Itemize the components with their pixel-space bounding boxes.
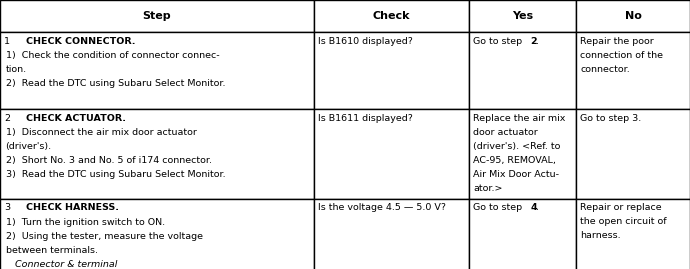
Text: Repair or replace: Repair or replace [580,203,662,212]
Text: 1)  Disconnect the air mix door actuator: 1) Disconnect the air mix door actuator [6,128,197,137]
Text: CHECK HARNESS.: CHECK HARNESS. [26,203,119,212]
Text: 3)  Read the DTC using Subaru Select Monitor.: 3) Read the DTC using Subaru Select Moni… [6,170,225,179]
Bar [314,109,469,199]
Text: No: No [624,11,642,21]
Bar [576,109,690,199]
Text: Air Mix Door Actu-: Air Mix Door Actu- [473,170,560,179]
Bar [469,199,576,269]
Text: the open circuit of: the open circuit of [580,217,667,226]
Text: CHECK CONNECTOR.: CHECK CONNECTOR. [26,37,136,45]
Text: .: . [536,37,540,45]
Text: Connector & terminal: Connector & terminal [6,260,117,269]
Bar [469,0,576,32]
Text: (driver's).: (driver's). [6,142,52,151]
Text: Go to step 3.: Go to step 3. [580,114,642,122]
Text: Step: Step [143,11,171,21]
Text: Repair the poor: Repair the poor [580,37,654,45]
Bar [576,199,690,269]
Text: 1)  Turn the ignition switch to ON.: 1) Turn the ignition switch to ON. [6,218,165,227]
Bar [469,32,576,109]
Text: between terminals.: between terminals. [6,246,97,255]
Bar [0,0,314,32]
Text: CHECK ACTUATOR.: CHECK ACTUATOR. [26,114,126,122]
Text: Check: Check [373,11,411,21]
Text: .: . [536,203,540,212]
Bar [314,199,469,269]
Bar [314,32,469,109]
Text: Is B1611 displayed?: Is B1611 displayed? [318,114,413,122]
Bar [0,109,314,199]
Text: 3: 3 [4,203,10,212]
Bar [0,32,314,109]
Text: Is the voltage 4.5 — 5.0 V?: Is the voltage 4.5 — 5.0 V? [318,203,446,212]
Text: Go to step: Go to step [473,37,526,45]
Bar [576,32,690,109]
Bar [314,0,469,32]
Text: 2)  Read the DTC using Subaru Select Monitor.: 2) Read the DTC using Subaru Select Moni… [6,79,225,88]
Text: Go to step: Go to step [473,203,526,212]
Text: 1)  Check the condition of connector connec-: 1) Check the condition of connector conn… [6,51,219,60]
Text: door actuator: door actuator [473,128,538,137]
Text: (driver's). <Ref. to: (driver's). <Ref. to [473,141,561,151]
Text: 2: 2 [531,37,537,45]
Text: 4: 4 [531,203,537,212]
Text: tion.: tion. [6,65,27,74]
Bar [576,0,690,32]
Text: Is B1610 displayed?: Is B1610 displayed? [318,37,413,45]
Text: connection of the: connection of the [580,51,663,60]
Text: Replace the air mix: Replace the air mix [473,114,566,122]
Text: 1: 1 [4,37,10,45]
Text: 2)  Short No. 3 and No. 5 of i174 connector.: 2) Short No. 3 and No. 5 of i174 connect… [6,156,212,165]
Bar [0,199,314,269]
Text: connector.: connector. [580,65,630,74]
Text: AC-95, REMOVAL,: AC-95, REMOVAL, [473,155,556,165]
Bar [469,109,576,199]
Text: 2: 2 [4,114,10,122]
Text: ator.>: ator.> [473,184,503,193]
Text: 2)  Using the tester, measure the voltage: 2) Using the tester, measure the voltage [6,232,203,241]
Text: harness.: harness. [580,231,621,240]
Text: Yes: Yes [512,11,533,21]
